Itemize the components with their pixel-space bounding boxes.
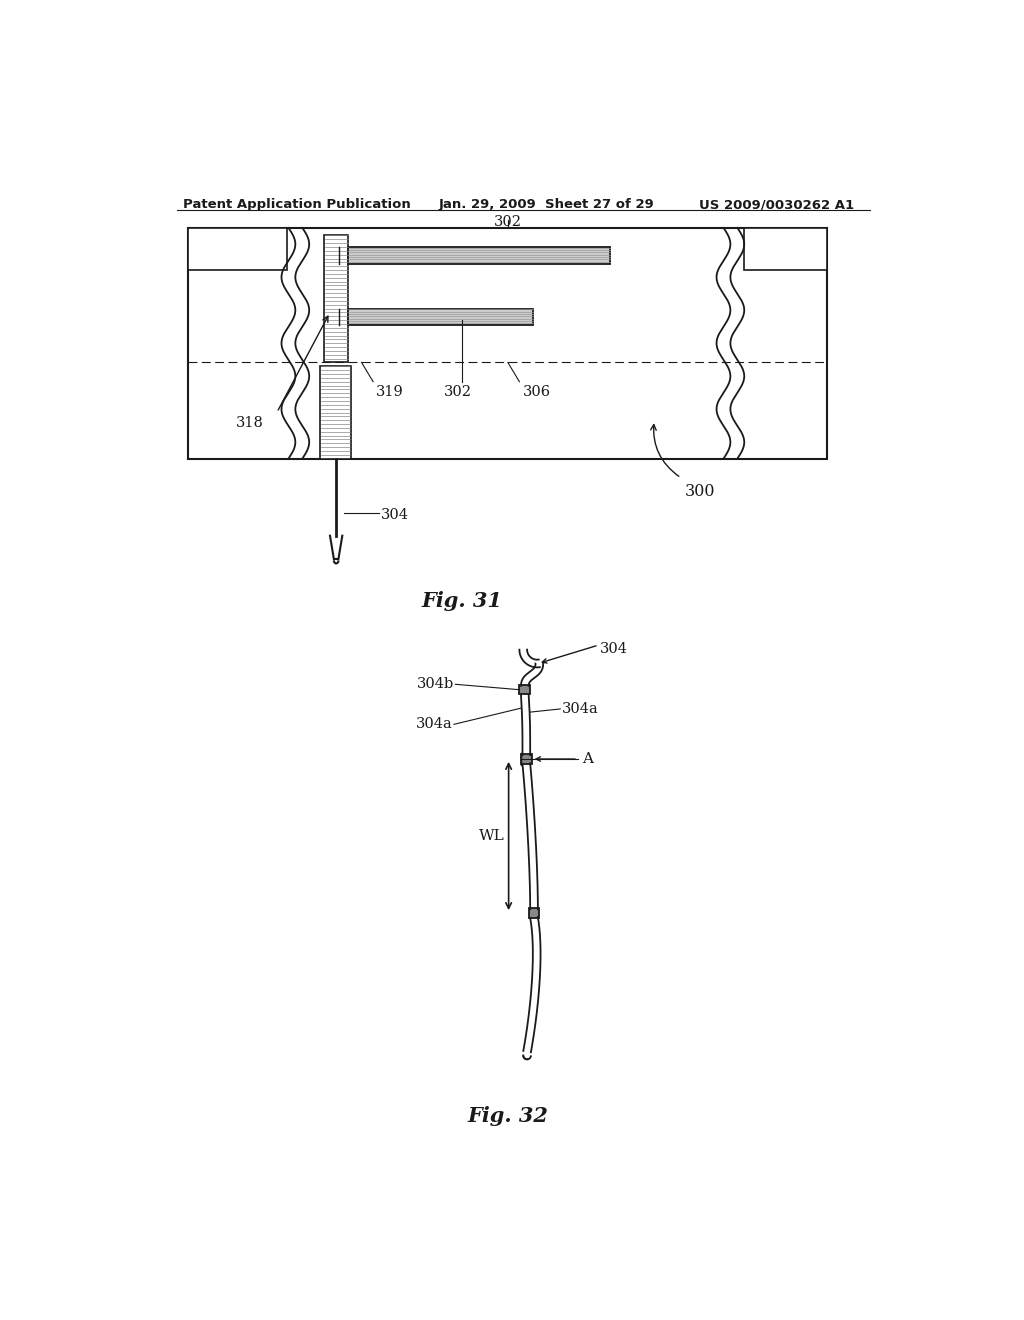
Text: 304a: 304a [416,717,453,731]
Bar [188,228,287,271]
Text: 302: 302 [494,215,522,228]
Bar [319,367,351,459]
Text: 304b: 304b [417,677,454,692]
Text: 306: 306 [523,385,551,399]
Text: 304: 304 [600,642,629,656]
Bar [348,247,610,264]
Text: 304: 304 [381,508,409,521]
Text: US 2009/0030262 A1: US 2009/0030262 A1 [699,198,854,211]
Text: Jan. 29, 2009  Sheet 27 of 29: Jan. 29, 2009 Sheet 27 of 29 [438,198,654,211]
Text: 300: 300 [685,483,716,500]
Text: Fig. 31: Fig. 31 [421,591,502,611]
Text: Patent Application Publication: Patent Application Publication [183,198,411,211]
Bar [521,755,531,763]
Bar [188,227,827,459]
Text: 304a: 304a [562,702,598,715]
Text: 318: 318 [236,416,264,430]
Text: 302: 302 [443,385,472,399]
Bar [348,309,534,326]
Text: WL: WL [479,829,505,843]
Bar [519,685,530,694]
Text: A: A [582,752,593,766]
Text: Fig. 32: Fig. 32 [467,1106,548,1126]
Bar [528,908,540,917]
Bar [744,228,827,271]
Bar [324,235,348,363]
Text: 319: 319 [376,385,403,399]
